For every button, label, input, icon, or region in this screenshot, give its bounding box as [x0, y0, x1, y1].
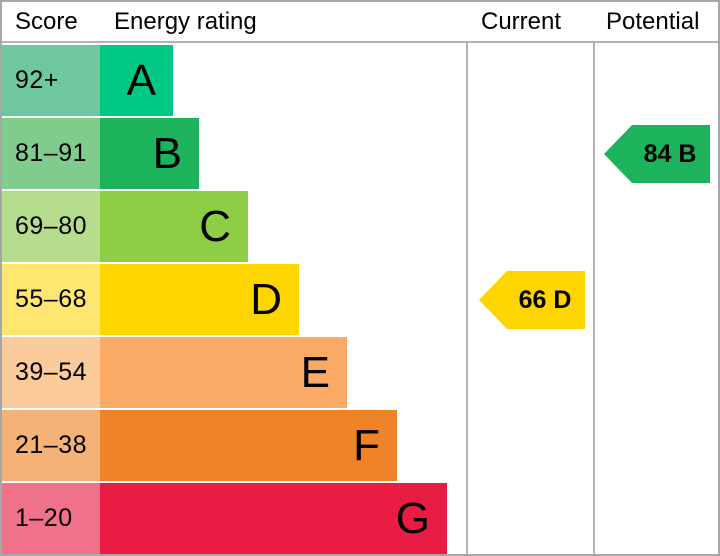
- score-range-label: 39–54: [15, 358, 88, 386]
- energy-band-row-a: 92+ A: [2, 45, 718, 116]
- rating-bar: G: [100, 483, 447, 554]
- energy-band-row-g: 1–20 G: [2, 483, 718, 554]
- grade-letter: F: [353, 420, 380, 470]
- score-range-label: 92+: [15, 66, 59, 94]
- rating-bar: B: [100, 118, 199, 189]
- score-column-header: Score: [15, 8, 78, 35]
- rating-bar: F: [100, 410, 397, 481]
- score-range-cell: 1–20: [2, 483, 100, 554]
- score-range-cell: 39–54: [2, 337, 100, 408]
- rating-bar: D: [100, 264, 299, 335]
- current-rating-label: 66 D: [518, 285, 572, 314]
- score-range-label: 55–68: [15, 285, 88, 313]
- grade-letter: B: [152, 128, 182, 178]
- grade-letter: E: [300, 347, 330, 397]
- grade-letter: A: [126, 55, 156, 105]
- score-range-label: 81–91: [15, 139, 88, 167]
- score-range-cell: 81–91: [2, 118, 100, 189]
- grade-letter: G: [395, 493, 430, 543]
- band-rows: 92+ A 81–91 B 69–80 C 55–68 D 39–54 E 21…: [2, 43, 718, 554]
- rating-bar: A: [100, 45, 173, 116]
- score-range-cell: 69–80: [2, 191, 100, 262]
- rating-bar: E: [100, 337, 347, 408]
- current-column-divider: [466, 2, 468, 554]
- header-row: Score Energy rating Current Potential: [2, 2, 718, 43]
- energy-rating-column-header: Energy rating: [114, 8, 257, 35]
- score-range-cell: 21–38: [2, 410, 100, 481]
- grade-letter: D: [250, 274, 282, 324]
- potential-column-header: Potential: [606, 8, 700, 35]
- energy-band-row-e: 39–54 E: [2, 337, 718, 408]
- score-range-cell: 92+: [2, 45, 100, 116]
- score-range-label: 21–38: [15, 431, 88, 459]
- score-range-label: 69–80: [15, 212, 88, 240]
- rating-bar: C: [100, 191, 248, 262]
- score-range-cell: 55–68: [2, 264, 100, 335]
- energy-band-row-c: 69–80 C: [2, 191, 718, 262]
- score-range-label: 1–20: [15, 504, 73, 532]
- current-column-header: Current: [481, 8, 562, 35]
- potential-rating-label: 84 B: [643, 139, 697, 168]
- potential-column-divider: [593, 2, 595, 554]
- grade-letter: C: [199, 201, 231, 251]
- energy-band-row-f: 21–38 F: [2, 410, 718, 481]
- energy-band-row-b: 81–91 B: [2, 118, 718, 189]
- energy-band-row-d: 55–68 D: [2, 264, 718, 335]
- potential-rating-arrow: 84 B: [604, 125, 710, 183]
